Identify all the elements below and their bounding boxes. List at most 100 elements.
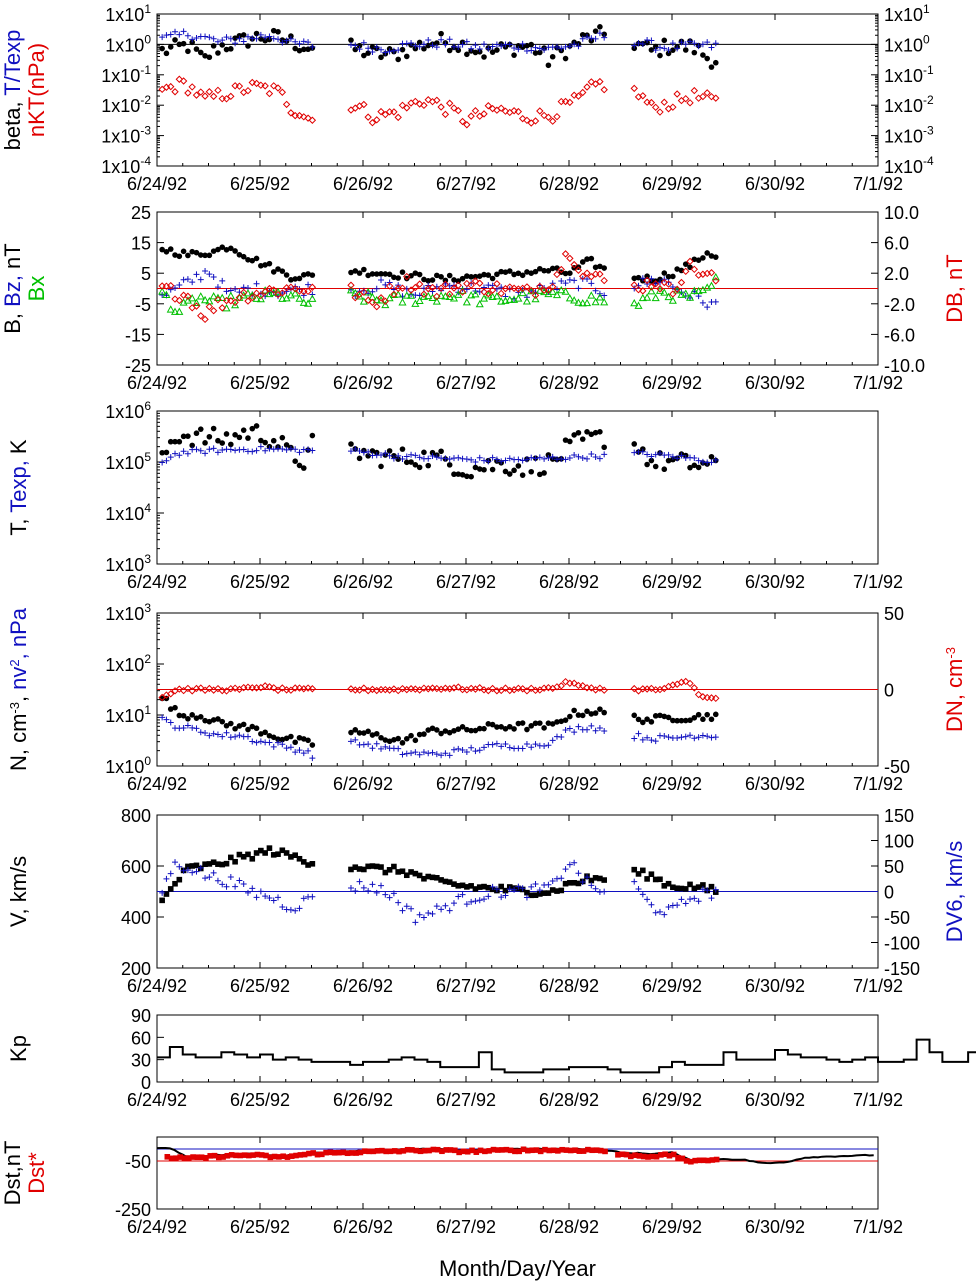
data-point — [176, 863, 183, 870]
data-point — [374, 1148, 381, 1154]
data-point — [481, 744, 488, 751]
data-point — [541, 267, 547, 274]
data-point — [224, 1152, 231, 1159]
data-point — [665, 457, 672, 464]
data-point — [524, 726, 530, 733]
data-point — [640, 867, 646, 874]
data-point — [571, 859, 578, 866]
data-point — [399, 269, 406, 275]
data-point — [257, 31, 264, 38]
data-point — [310, 1150, 317, 1156]
data-point — [516, 1148, 523, 1155]
data-point — [215, 861, 221, 867]
data-point — [172, 880, 178, 887]
data-point — [481, 883, 487, 890]
data-point — [291, 284, 299, 293]
data-point — [209, 307, 218, 315]
data-point — [699, 886, 706, 893]
data-point — [630, 684, 638, 693]
data-point — [420, 290, 428, 298]
data-point — [356, 878, 363, 885]
x-tick-label: 7/1/92 — [853, 174, 903, 194]
data-point — [400, 1148, 407, 1154]
data-point — [682, 47, 689, 53]
data-point — [575, 43, 582, 50]
data-point — [545, 454, 552, 461]
data-point — [237, 1152, 244, 1159]
data-point — [207, 1153, 214, 1159]
data-point — [369, 48, 376, 55]
data-point — [489, 721, 496, 728]
data-point — [527, 684, 535, 693]
data-point — [386, 738, 393, 745]
data-point — [647, 684, 656, 693]
data-point — [360, 288, 368, 296]
data-point — [283, 850, 290, 856]
data-point — [420, 41, 427, 48]
y-tick-label: 1x103 — [105, 601, 151, 624]
data-point — [584, 455, 591, 462]
y2-tick-label: -50 — [884, 757, 910, 777]
data-point — [592, 727, 599, 734]
y-tick-label: 1x102 — [105, 652, 151, 675]
data-point — [682, 717, 689, 724]
data-point — [545, 890, 552, 896]
data-point — [695, 457, 702, 464]
data-point — [712, 40, 719, 47]
data-point — [493, 886, 500, 893]
data-point — [707, 694, 716, 702]
data-point — [197, 729, 204, 736]
data-point — [488, 286, 497, 294]
data-point — [515, 463, 522, 469]
data-point — [443, 1147, 450, 1153]
y2-tick-label: 50 — [884, 857, 904, 877]
data-point — [390, 108, 398, 116]
data-point — [579, 436, 586, 442]
data-point — [442, 728, 449, 734]
data-point — [306, 1150, 312, 1157]
data-point — [502, 457, 509, 464]
data-point — [412, 42, 419, 49]
data-point — [579, 35, 586, 42]
data-point — [366, 1148, 372, 1155]
data-point — [197, 426, 204, 432]
data-point — [219, 440, 226, 446]
x-tick-label: 6/25/92 — [230, 1090, 290, 1110]
data-point — [308, 685, 317, 693]
data-point — [507, 1147, 514, 1154]
data-point — [712, 886, 719, 893]
data-point — [645, 1154, 651, 1160]
data-point — [347, 448, 354, 455]
data-point — [700, 716, 706, 723]
data-point — [686, 257, 694, 266]
data-point — [476, 747, 483, 754]
data-point — [295, 294, 304, 302]
data-point — [451, 881, 457, 887]
data-point — [506, 471, 513, 477]
data-point — [159, 897, 165, 904]
data-point — [669, 40, 676, 47]
data-point — [438, 274, 444, 280]
data-point — [275, 894, 282, 901]
data-point — [631, 275, 638, 282]
data-point — [412, 749, 419, 756]
data-point — [472, 464, 479, 471]
data-point — [214, 731, 221, 738]
data-point — [373, 271, 380, 277]
data-point — [305, 747, 312, 754]
data-point — [571, 277, 578, 284]
data-point — [488, 292, 497, 300]
data-point — [662, 1151, 668, 1158]
data-point — [184, 89, 192, 97]
data-point — [648, 47, 655, 53]
data-point — [615, 1152, 621, 1158]
data-point — [545, 268, 552, 274]
x-tick-label: 6/29/92 — [642, 1090, 702, 1110]
x-tick-label: 6/29/92 — [642, 774, 702, 794]
data-point — [695, 464, 702, 471]
data-point — [223, 729, 230, 736]
data-point — [361, 866, 367, 873]
data-point — [275, 739, 282, 746]
data-point — [476, 288, 483, 295]
data-point — [210, 273, 217, 280]
